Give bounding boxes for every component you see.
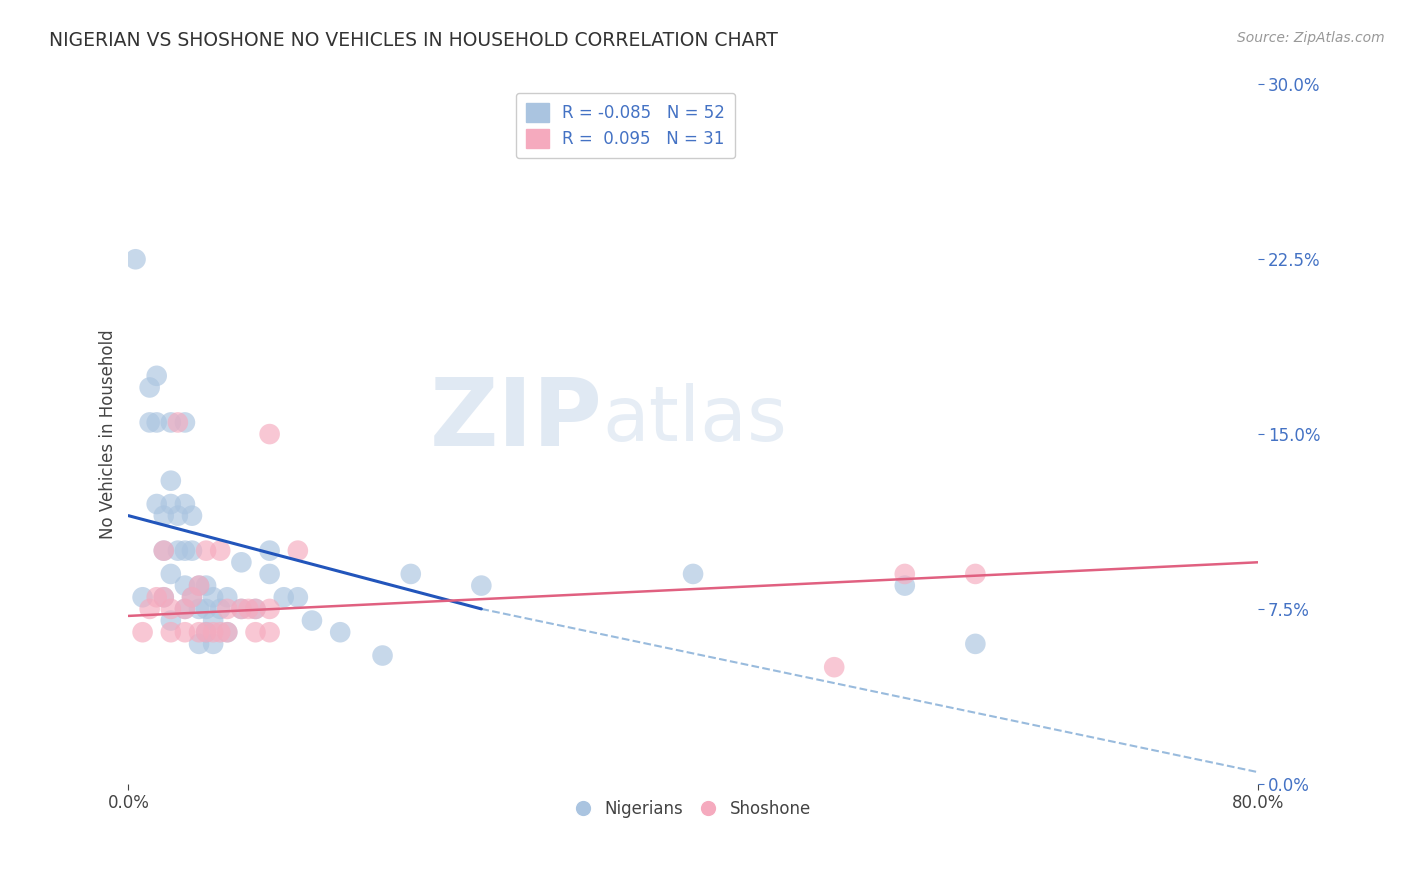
Point <box>245 602 267 616</box>
Point <box>188 579 211 593</box>
Point <box>131 625 153 640</box>
Point <box>167 508 190 523</box>
Point <box>159 566 181 581</box>
Point <box>159 602 181 616</box>
Point <box>217 625 239 640</box>
Point <box>167 543 190 558</box>
Point <box>202 614 225 628</box>
Point <box>188 579 211 593</box>
Point <box>965 637 987 651</box>
Point <box>894 579 917 593</box>
Point <box>195 625 218 640</box>
Point <box>174 602 197 616</box>
Point <box>217 591 239 605</box>
Text: NIGERIAN VS SHOSHONE NO VEHICLES IN HOUSEHOLD CORRELATION CHART: NIGERIAN VS SHOSHONE NO VEHICLES IN HOUS… <box>49 31 778 50</box>
Point <box>231 602 253 616</box>
Point <box>238 602 260 616</box>
Point <box>823 660 845 674</box>
Point <box>174 579 197 593</box>
Point <box>145 497 167 511</box>
Point <box>145 591 167 605</box>
Point <box>209 602 232 616</box>
Point <box>152 591 174 605</box>
Point <box>202 591 225 605</box>
Point <box>124 252 146 267</box>
Point <box>399 566 422 581</box>
Point <box>181 508 204 523</box>
Point <box>174 625 197 640</box>
Point <box>217 625 239 640</box>
Point <box>188 637 211 651</box>
Point <box>138 602 160 616</box>
Point <box>217 602 239 616</box>
Point <box>181 591 204 605</box>
Point <box>152 543 174 558</box>
Point <box>259 625 281 640</box>
Point <box>273 591 295 605</box>
Point <box>174 416 197 430</box>
Point <box>195 602 218 616</box>
Point <box>371 648 394 663</box>
Point <box>195 543 218 558</box>
Point <box>259 543 281 558</box>
Point <box>174 497 197 511</box>
Point <box>682 566 704 581</box>
Point <box>965 566 987 581</box>
Point <box>145 368 167 383</box>
Point <box>131 591 153 605</box>
Point <box>259 427 281 442</box>
Point <box>209 543 232 558</box>
Point <box>159 416 181 430</box>
Point <box>231 555 253 569</box>
Point <box>209 625 232 640</box>
Point <box>174 543 197 558</box>
Point <box>188 625 211 640</box>
Point <box>245 625 267 640</box>
Point <box>159 497 181 511</box>
Text: Source: ZipAtlas.com: Source: ZipAtlas.com <box>1237 31 1385 45</box>
Point <box>152 591 174 605</box>
Point <box>195 579 218 593</box>
Point <box>287 591 309 605</box>
Point <box>329 625 352 640</box>
Point <box>159 614 181 628</box>
Point <box>301 614 323 628</box>
Point <box>159 625 181 640</box>
Point <box>894 566 917 581</box>
Point <box>202 637 225 651</box>
Point <box>195 625 218 640</box>
Point <box>287 543 309 558</box>
Text: atlas: atlas <box>603 383 787 457</box>
Point <box>145 416 167 430</box>
Point <box>245 602 267 616</box>
Point <box>159 474 181 488</box>
Point <box>181 591 204 605</box>
Point <box>188 602 211 616</box>
Point <box>152 508 174 523</box>
Point <box>152 543 174 558</box>
Point <box>138 380 160 394</box>
Y-axis label: No Vehicles in Household: No Vehicles in Household <box>100 329 117 539</box>
Point <box>181 543 204 558</box>
Point <box>202 625 225 640</box>
Legend: Nigerians, Shoshone: Nigerians, Shoshone <box>568 793 818 824</box>
Text: ZIP: ZIP <box>430 374 603 467</box>
Point <box>138 416 160 430</box>
Point <box>470 579 492 593</box>
Point <box>231 602 253 616</box>
Point <box>259 602 281 616</box>
Point <box>167 416 190 430</box>
Point <box>174 602 197 616</box>
Point <box>259 566 281 581</box>
